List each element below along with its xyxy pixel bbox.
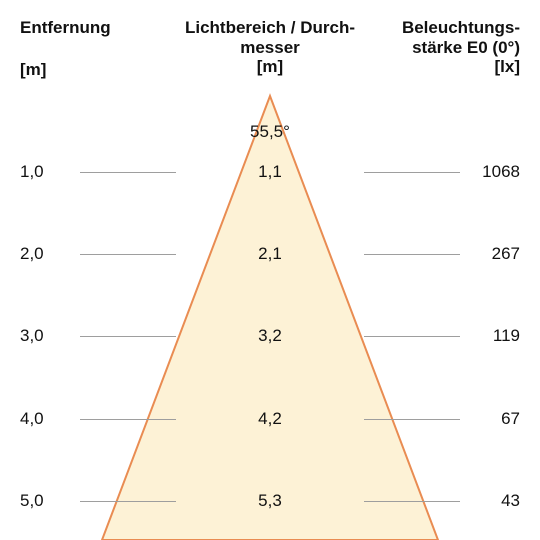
illuminance-value: 267	[492, 244, 520, 264]
row-tick-right	[364, 501, 460, 502]
col-header-diameter: Lichtbereich / Durch- messer [m]	[150, 18, 390, 77]
col-header-distance-title: Entfernung	[20, 18, 111, 37]
diameter-value: 5,3	[258, 491, 282, 511]
row-tick-left	[80, 419, 176, 420]
diameter-value: 4,2	[258, 409, 282, 429]
light-cone-diagram: { "layout": { "width": 540, "height": 54…	[0, 0, 540, 540]
illuminance-value: 119	[493, 326, 520, 346]
row-tick-left	[80, 336, 176, 337]
distance-value: 2,0	[20, 244, 44, 264]
light-cone-shape	[0, 0, 540, 540]
distance-value: 3,0	[20, 326, 44, 346]
diameter-value: 2,1	[258, 244, 282, 264]
row-tick-left	[80, 254, 176, 255]
row-tick-right	[364, 172, 460, 173]
illuminance-value: 43	[501, 491, 520, 511]
col-header-distance-unit: [m]	[20, 60, 160, 80]
row-tick-right	[364, 254, 460, 255]
illuminance-value: 1068	[482, 162, 520, 182]
diameter-value: 1,1	[258, 162, 282, 182]
beam-angle-label: 55,5°	[250, 122, 290, 142]
col-header-illuminance: Beleuchtungs- stärke E0 (0°) [lx]	[360, 18, 520, 77]
row-tick-right	[364, 336, 460, 337]
diameter-value: 3,2	[258, 326, 282, 346]
distance-value: 1,0	[20, 162, 44, 182]
row-tick-right	[364, 419, 460, 420]
illuminance-value: 67	[501, 409, 520, 429]
row-tick-left	[80, 172, 176, 173]
distance-value: 4,0	[20, 409, 44, 429]
distance-value: 5,0	[20, 491, 44, 511]
row-tick-left	[80, 501, 176, 502]
col-header-distance: Entfernung	[20, 18, 160, 38]
